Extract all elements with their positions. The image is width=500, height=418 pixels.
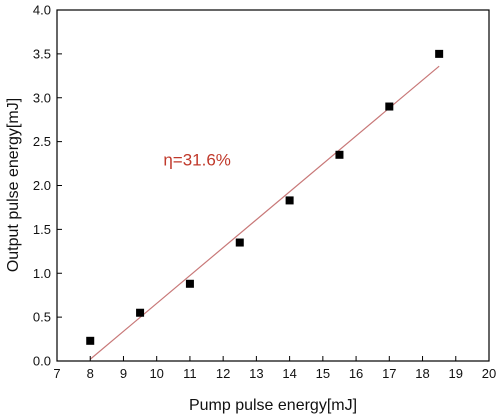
data-point [136, 308, 145, 317]
data-point [335, 150, 344, 159]
x-tick-label: 11 [183, 366, 197, 381]
data-point [285, 196, 294, 205]
y-tick-label: 2.5 [33, 134, 51, 149]
x-tick-label: 9 [120, 366, 127, 381]
x-tick-label: 13 [249, 366, 263, 381]
y-tick-label: 1.0 [33, 266, 51, 281]
x-tick-label: 15 [316, 366, 330, 381]
x-axis-title: Pump pulse energy[mJ] [189, 397, 357, 414]
data-point [185, 279, 194, 288]
y-tick-label: 0.0 [33, 354, 51, 369]
data-point [435, 49, 444, 58]
y-tick-label: 3.0 [33, 90, 51, 105]
fit-layer [89, 65, 440, 360]
y-tick-label: 2.0 [33, 178, 51, 193]
y-axis: 0.0 0.5 1.0 1.5 2.0 2.5 3.0 3.5 4.0 [33, 3, 62, 369]
x-tick-label: 18 [415, 366, 429, 381]
x-tick-label: 17 [382, 366, 396, 381]
fit-line [89, 65, 440, 360]
y-tick-label: 4.0 [33, 3, 51, 18]
x-tick-label: 20 [482, 366, 496, 381]
efficiency-annotation: η=31.6% [163, 150, 231, 169]
x-tick-label: 8 [87, 366, 94, 381]
x-tick-label: 14 [282, 366, 296, 381]
x-axis: 7 8 9 10 11 12 13 14 15 16 17 18 19 20 [53, 356, 496, 381]
data-point [235, 238, 244, 247]
points-layer [86, 49, 444, 345]
x-tick-label: 16 [349, 366, 363, 381]
y-axis-title: Output pulse energy[mJ] [5, 98, 22, 272]
y-tick-label: 3.5 [33, 46, 51, 61]
x-tick-label: 7 [53, 366, 60, 381]
x-tick-label: 19 [449, 366, 463, 381]
y-tick-label: 0.5 [33, 310, 51, 325]
data-point [86, 336, 95, 345]
x-tick-label: 10 [149, 366, 163, 381]
plot-area [56, 9, 490, 362]
x-tick-label: 12 [216, 366, 230, 381]
data-point [385, 102, 394, 111]
y-tick-label: 1.5 [33, 222, 51, 237]
